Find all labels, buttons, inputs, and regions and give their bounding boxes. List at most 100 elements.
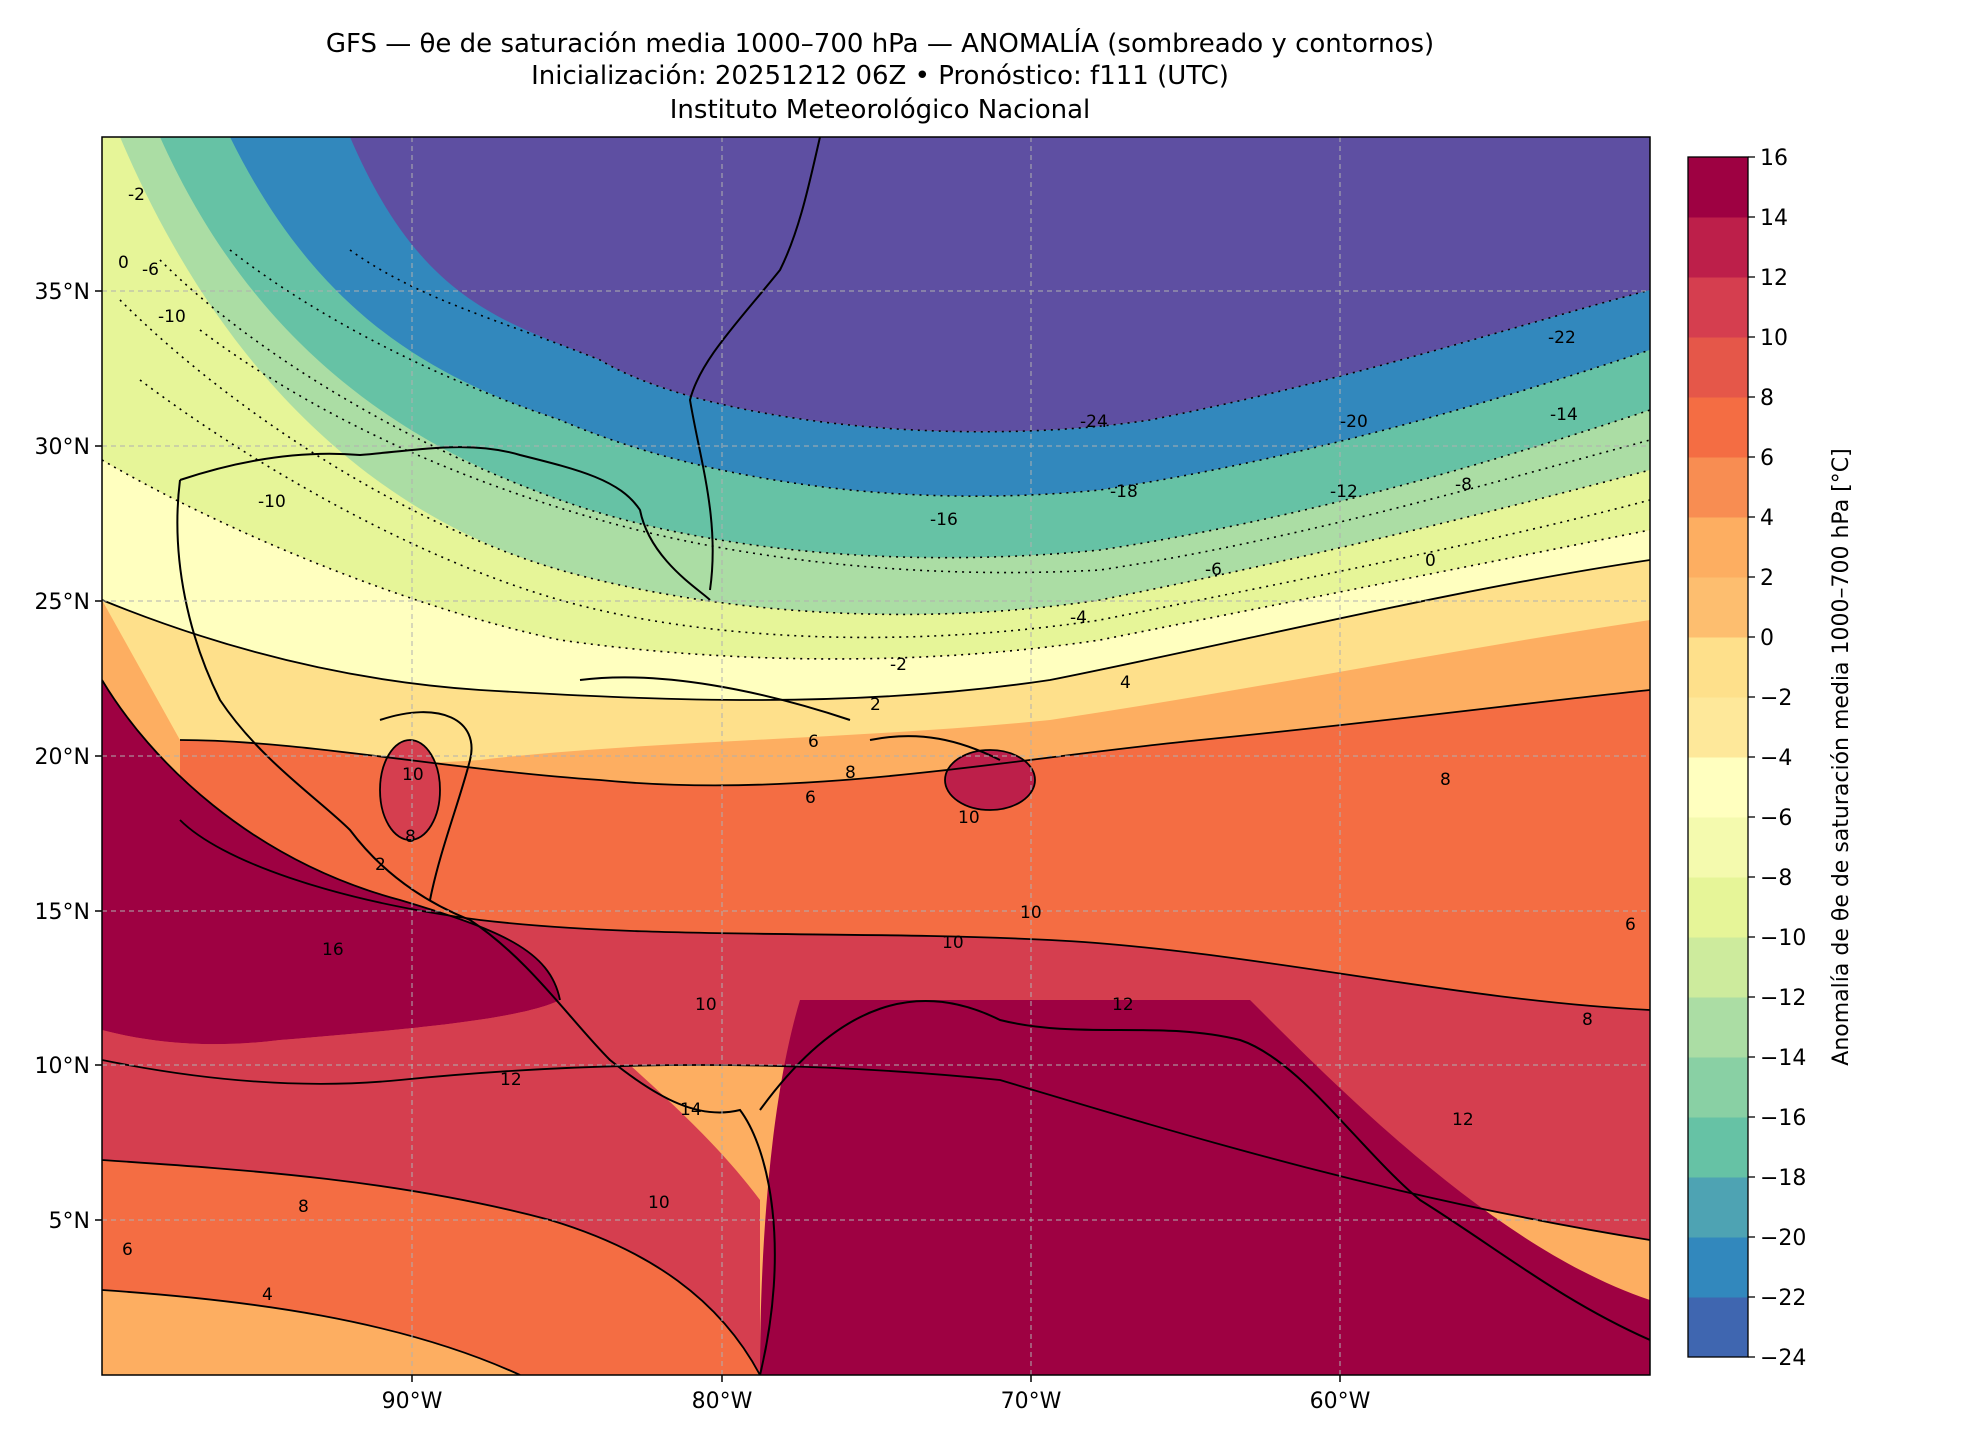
lon-tick-label: 90°W — [382, 1389, 443, 1414]
field-band-teal — [160, 137, 1650, 558]
lon-tick-label: 80°W — [692, 1389, 753, 1414]
contour-label: 10 — [648, 1193, 670, 1213]
colorbar-band — [1688, 397, 1748, 458]
field-band-cream — [102, 460, 1650, 700]
colorbar-tick-label: 10 — [1760, 326, 1788, 351]
contour-label: 8 — [845, 763, 856, 783]
contour-label: -12 — [1330, 482, 1358, 502]
colorbar-tick-label: −10 — [1760, 926, 1806, 951]
colorbar-tick-label: −18 — [1760, 1166, 1806, 1191]
colorbar-tick-label: −16 — [1760, 1106, 1806, 1131]
contour-label: -10 — [158, 307, 186, 327]
contour-label: 12 — [1112, 995, 1134, 1015]
contour-label: 10 — [1020, 903, 1042, 923]
field-band-pacific-warm — [102, 680, 560, 1045]
colorbar-band — [1688, 577, 1748, 638]
colorbar-band — [1688, 637, 1748, 698]
contour-label: -14 — [1550, 405, 1578, 425]
colorbar-ticks: 16 14 12 10 8 6 4 2 0 −2 −4 −6 −8 −10 −12 −14 −16 −18 −20 −… — [1748, 146, 1806, 1371]
coastlines — [176, 137, 1650, 1375]
lat-tick-label: 35°N — [35, 280, 90, 305]
colorbar-band — [1688, 817, 1748, 878]
contour-label: 4 — [1120, 673, 1131, 693]
contour-label: 12 — [500, 1070, 522, 1090]
colorbar-band — [1688, 457, 1748, 518]
contour-label: 6 — [808, 732, 819, 752]
colorbar-band — [1688, 1177, 1748, 1238]
colorbar-band — [1688, 1117, 1748, 1178]
colorbar-band — [1688, 1297, 1748, 1358]
contour-label: -6 — [1205, 560, 1222, 580]
colorbar-tick-label: −8 — [1760, 866, 1792, 891]
contour-label: 2 — [870, 695, 881, 715]
colorbar-tick-label: −20 — [1760, 1226, 1806, 1251]
contour-label: 14 — [680, 1100, 702, 1120]
colorbar-tick-label: −2 — [1760, 686, 1792, 711]
colorbar-band — [1688, 697, 1748, 758]
contour-label: 12 — [1452, 1110, 1474, 1130]
colorbar-tick-label: 2 — [1760, 566, 1774, 591]
contour-label: 6 — [122, 1240, 133, 1260]
colorbar-tick-label: −14 — [1760, 1046, 1806, 1071]
field-band-lightgreen — [120, 137, 1650, 615]
contour-label: -16 — [930, 510, 958, 530]
contour-label: 0 — [118, 253, 129, 273]
contour-labels: -24 -22 -20 -18 -16 -14 -12 -10 -10 -8 -… — [118, 185, 1636, 1305]
map-subtitle-init: Inicialización: 20251212 06Z • Pronóstic… — [531, 61, 1229, 91]
lat-tick-label: 30°N — [35, 435, 90, 460]
colorbar-tick-label: 8 — [1760, 386, 1774, 411]
colorbar-tick-label: −4 — [1760, 746, 1792, 771]
colorbar-band — [1688, 1057, 1748, 1118]
contour-label: -22 — [1548, 328, 1576, 348]
colorbar-band — [1688, 217, 1748, 278]
contour-label: 10 — [942, 933, 964, 953]
contour-label: -10 — [258, 492, 286, 512]
colorbar-tick-label: 16 — [1760, 146, 1788, 171]
colorbar-tick-label: −12 — [1760, 986, 1806, 1011]
colorbar-band — [1688, 877, 1748, 938]
lon-tick-label: 60°W — [1310, 1389, 1371, 1414]
lat-tick-label: 15°N — [35, 900, 90, 925]
contour-label: -2 — [128, 185, 145, 205]
colorbar-band — [1688, 277, 1748, 338]
map-title: GFS — θe de saturación media 1000–700 hP… — [325, 29, 1435, 59]
lat-tick-label: 20°N — [35, 745, 90, 770]
lat-tick-label: 5°N — [49, 1209, 90, 1234]
colorbar-tick-label: 4 — [1760, 506, 1774, 531]
colorbar-band — [1688, 757, 1748, 818]
field-band-orange — [180, 690, 1650, 1010]
contour-label: 8 — [405, 827, 416, 847]
field-band-pacific-lightorange — [102, 1290, 520, 1375]
colorbar-tick-label: 0 — [1760, 626, 1774, 651]
contour-label: -6 — [142, 260, 159, 280]
colorbar-bands — [1688, 157, 1748, 1358]
contour-label: 4 — [262, 1285, 273, 1305]
contour-label: 8 — [1582, 1010, 1593, 1030]
colorbar-band — [1688, 517, 1748, 578]
colorbar-band — [1688, 337, 1748, 398]
contour-label: 2 — [375, 855, 386, 875]
contour-label: 0 — [1425, 551, 1436, 571]
contour-label: -2 — [890, 655, 907, 675]
contour-label: 10 — [695, 995, 717, 1015]
contour-label: -8 — [1455, 475, 1472, 495]
colorbar-band — [1688, 937, 1748, 998]
contour-label: 6 — [805, 788, 816, 808]
contour-label: 16 — [322, 940, 344, 960]
contour-label: -18 — [1110, 482, 1138, 502]
contour-label: -24 — [1080, 412, 1108, 432]
field-band-blue — [230, 137, 1650, 497]
contour-label: -4 — [1070, 608, 1087, 628]
contour-label: 10 — [402, 765, 424, 785]
lat-tick-label: 25°N — [35, 590, 90, 615]
field-hotspot-yucatan — [380, 740, 440, 840]
contour-label: 10 — [958, 808, 980, 828]
colorbar-tick-label: −22 — [1760, 1286, 1806, 1311]
contour-label: 8 — [1440, 770, 1451, 790]
field-band-crimson — [760, 1000, 1650, 1375]
map-plot-area: -24 -22 -20 -18 -16 -14 -12 -10 -10 -8 -… — [102, 137, 1650, 1375]
negative-contours — [102, 249, 1650, 660]
contour-label: 6 — [1625, 915, 1636, 935]
axis-tick-marks — [95, 290, 1341, 1382]
